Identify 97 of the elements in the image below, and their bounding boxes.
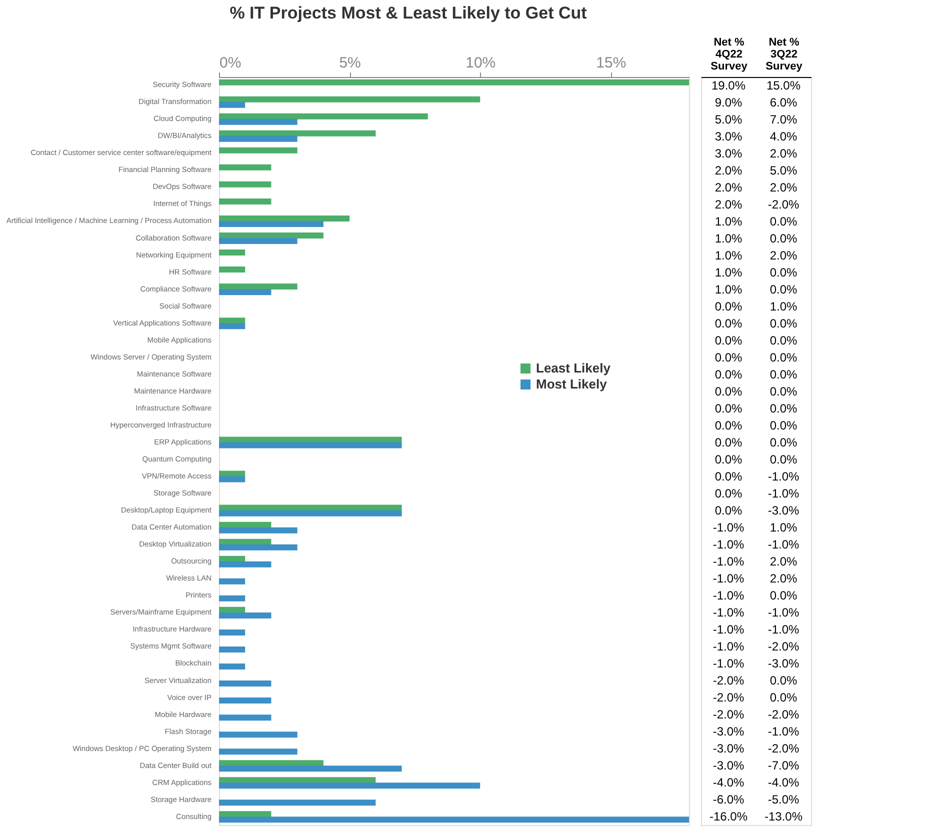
text: 7.0% bbox=[770, 112, 798, 126]
text: 2.0% bbox=[714, 180, 742, 194]
text: 0.0% bbox=[714, 402, 742, 416]
text: 1.0% bbox=[714, 232, 742, 246]
text: 0.0% bbox=[714, 368, 742, 382]
text: -1.0% bbox=[768, 622, 800, 636]
text: 1.0% bbox=[714, 266, 742, 280]
text: 1.0% bbox=[714, 248, 742, 262]
text: 0.0% bbox=[770, 232, 798, 246]
text: -3.0% bbox=[768, 656, 800, 670]
text: 2.0% bbox=[714, 198, 742, 212]
text: -1.0% bbox=[712, 640, 744, 654]
text: 1.0% bbox=[714, 214, 742, 228]
text: -3.0% bbox=[712, 724, 744, 738]
text: 0.0% bbox=[714, 300, 742, 314]
text: 1.0% bbox=[714, 282, 742, 296]
text: -1.0% bbox=[768, 724, 800, 738]
text: -1.0% bbox=[712, 572, 744, 586]
text: -2.0% bbox=[768, 742, 800, 756]
text: -1.0% bbox=[712, 520, 744, 534]
text: 0.0% bbox=[770, 436, 798, 450]
legend-label: Least Likely bbox=[536, 360, 612, 376]
text: 0.0% bbox=[770, 384, 798, 398]
category-label: Net % 4Q22 Survey bbox=[710, 36, 748, 72]
text: -1.0% bbox=[712, 622, 744, 636]
text: 0.0% bbox=[714, 486, 742, 500]
text: -1.0% bbox=[768, 538, 800, 552]
text: -16.0% bbox=[709, 810, 748, 824]
text: 0.0% bbox=[770, 690, 798, 704]
text: 0.0% bbox=[770, 368, 798, 382]
category-label: Net % 3Q22 Survey bbox=[766, 36, 804, 72]
text: 0.0% bbox=[770, 588, 798, 602]
text: 0.0% bbox=[714, 334, 742, 348]
text: 2.0% bbox=[714, 164, 742, 178]
text: 1.0% bbox=[770, 300, 798, 314]
text: 15.0% bbox=[766, 78, 801, 92]
x-tick-label: 0% bbox=[220, 54, 242, 72]
text: 19.0% bbox=[711, 78, 746, 92]
text: -2.0% bbox=[712, 708, 744, 722]
text: -1.0% bbox=[712, 588, 744, 602]
text: -1.0% bbox=[768, 470, 800, 484]
text: 5.0% bbox=[770, 164, 798, 178]
text: 0.0% bbox=[770, 350, 798, 364]
text: -1.0% bbox=[712, 554, 744, 568]
text: 2.0% bbox=[770, 146, 798, 160]
text: 0.0% bbox=[714, 316, 742, 330]
text: 0.0% bbox=[770, 282, 798, 296]
text: 6.0% bbox=[770, 96, 798, 110]
text: 0.0% bbox=[714, 452, 742, 466]
text: 0.0% bbox=[714, 470, 742, 484]
text: 0.0% bbox=[770, 316, 798, 330]
text: -3.0% bbox=[768, 504, 800, 518]
chart-title: % IT Projects Most & Least Likely to Get Cut bbox=[230, 4, 588, 22]
text: -1.0% bbox=[712, 656, 744, 670]
text: 1.0% bbox=[770, 520, 798, 534]
text: 2.0% bbox=[770, 554, 798, 568]
text: 2.0% bbox=[770, 572, 798, 586]
text: 5.0% bbox=[714, 112, 742, 126]
text: 0.0% bbox=[770, 452, 798, 466]
text: 0.0% bbox=[714, 350, 742, 364]
text: -1.0% bbox=[712, 538, 744, 552]
text: -2.0% bbox=[768, 198, 800, 212]
text: 0.0% bbox=[714, 418, 742, 432]
text: -1.0% bbox=[712, 606, 744, 620]
text: -3.0% bbox=[712, 742, 744, 756]
text: 3.0% bbox=[714, 146, 742, 160]
text: -3.0% bbox=[712, 758, 744, 772]
text: 4.0% bbox=[770, 130, 798, 144]
text: 0.0% bbox=[714, 384, 742, 398]
text: 0.0% bbox=[770, 266, 798, 280]
text: 2.0% bbox=[770, 180, 798, 194]
text: -1.0% bbox=[768, 606, 800, 620]
legend-label: Most Likely bbox=[536, 376, 608, 392]
text: -7.0% bbox=[768, 758, 800, 772]
text: 9.0% bbox=[714, 96, 742, 110]
text: -2.0% bbox=[768, 640, 800, 654]
x-tick-label: 5% bbox=[339, 54, 361, 72]
text: 0.0% bbox=[714, 436, 742, 450]
text: -5.0% bbox=[768, 792, 800, 806]
text: 3.0% bbox=[714, 130, 742, 144]
text: -2.0% bbox=[768, 708, 800, 722]
text: 0.0% bbox=[770, 674, 798, 688]
text: -4.0% bbox=[712, 776, 744, 790]
text: -4.0% bbox=[768, 776, 800, 790]
text: -2.0% bbox=[712, 674, 744, 688]
text: 0.0% bbox=[770, 418, 798, 432]
text: 0.0% bbox=[714, 504, 742, 518]
x-tick-label: 15% bbox=[596, 54, 626, 72]
text: 2.0% bbox=[770, 248, 798, 262]
text: -2.0% bbox=[712, 690, 744, 704]
x-tick-label: 10% bbox=[466, 54, 496, 72]
text: 0.0% bbox=[770, 214, 798, 228]
text: -6.0% bbox=[712, 792, 744, 806]
text: 0.0% bbox=[770, 334, 798, 348]
text: -1.0% bbox=[768, 486, 800, 500]
text: 0.0% bbox=[770, 402, 798, 416]
text: -13.0% bbox=[764, 810, 803, 824]
